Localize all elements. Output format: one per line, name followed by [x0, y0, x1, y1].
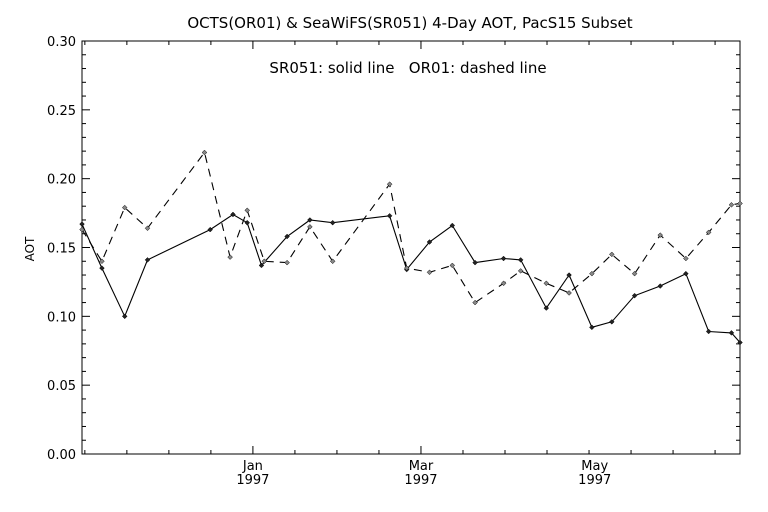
x-tick-label: Mar	[409, 459, 434, 474]
data-point-or01	[426, 269, 433, 276]
plot-frame	[81, 40, 741, 455]
data-point-sr051	[609, 319, 615, 325]
series-line-or01	[81, 151, 741, 304]
y-tick-label: 0.05	[47, 379, 76, 394]
x-tick-year-label: 1997	[578, 473, 611, 488]
data-point-or01	[144, 225, 151, 231]
data-point-or01	[500, 280, 507, 287]
y-tick-label: 0.00	[47, 448, 76, 463]
series-or01	[79, 149, 743, 306]
data-point-or01	[329, 258, 336, 265]
y-tick-label: 0.15	[47, 242, 76, 257]
data-point-sr051	[449, 222, 456, 229]
chart-title: OCTS(OR01) & SeaWiFS(SR051) 4-Day AOT, P…	[187, 14, 632, 32]
y-tick-label: 0.10	[47, 310, 76, 325]
data-point-or01	[737, 200, 743, 207]
data-point-or01	[261, 258, 268, 265]
data-point-sr051	[329, 219, 336, 226]
data-point-sr051	[728, 330, 735, 336]
data-point-or01	[631, 270, 638, 277]
x-tick-year-label: 1997	[404, 473, 437, 488]
data-point-sr051	[566, 272, 572, 278]
x-tick-year-label: 1997	[236, 473, 269, 488]
series-layer	[79, 149, 743, 346]
y-tick-label: 0.20	[47, 173, 76, 188]
data-point-sr051	[543, 305, 550, 311]
data-point-sr051	[99, 265, 105, 271]
data-point-or01	[683, 255, 689, 262]
y-tick-label: 0.30	[47, 35, 76, 50]
series-line-sr051	[81, 213, 741, 343]
data-point-sr051	[589, 324, 595, 331]
series-legend-annotation: SR051: solid line OR01: dashed line	[269, 59, 546, 77]
data-point-or01	[244, 207, 250, 214]
y-tick-label: 0.25	[47, 104, 76, 119]
data-point-sr051	[230, 211, 236, 218]
data-point-sr051	[307, 217, 313, 223]
data-point-sr051	[258, 262, 265, 269]
data-point-or01	[284, 259, 290, 266]
x-tick-label: Jan	[242, 459, 263, 474]
data-point-sr051	[631, 292, 638, 299]
data-point-or01	[449, 262, 456, 269]
series-sr051	[79, 211, 743, 346]
data-point-sr051	[657, 283, 663, 289]
data-point-or01	[121, 204, 128, 211]
data-point-or01	[657, 232, 663, 238]
data-point-sr051	[79, 221, 85, 227]
data-point-or01	[543, 280, 550, 287]
data-point-sr051	[472, 259, 478, 266]
data-point-or01	[227, 254, 233, 260]
data-point-sr051	[683, 270, 689, 277]
data-point-sr051	[386, 213, 393, 219]
data-point-sr051	[244, 219, 250, 226]
data-point-or01	[403, 265, 410, 271]
data-point-sr051	[705, 328, 712, 335]
data-point-sr051	[517, 257, 524, 263]
data-point-or01	[589, 270, 595, 277]
x-tick-label: May	[581, 459, 608, 474]
data-point-sr051	[426, 239, 433, 245]
y-axis-label: AOT	[23, 236, 37, 261]
data-point-or01	[201, 149, 208, 156]
data-point-sr051	[500, 255, 507, 262]
data-point-sr051	[144, 257, 151, 263]
data-point-or01	[99, 258, 105, 265]
data-point-or01	[728, 202, 735, 208]
data-point-or01	[307, 224, 313, 230]
data-point-or01	[705, 229, 712, 236]
data-point-sr051	[121, 313, 128, 320]
data-point-or01	[517, 268, 524, 274]
data-point-sr051	[284, 233, 290, 240]
data-point-or01	[79, 226, 85, 233]
y-axis-ticks: 0.00 0.05 0.10 0.15 0.20 0.25 0.30	[47, 35, 740, 463]
data-point-or01	[609, 251, 615, 258]
data-point-or01	[566, 290, 572, 296]
data-point-sr051	[207, 226, 213, 233]
data-point-or01	[472, 299, 478, 306]
data-point-or01	[386, 181, 393, 187]
data-point-sr051	[737, 339, 743, 346]
